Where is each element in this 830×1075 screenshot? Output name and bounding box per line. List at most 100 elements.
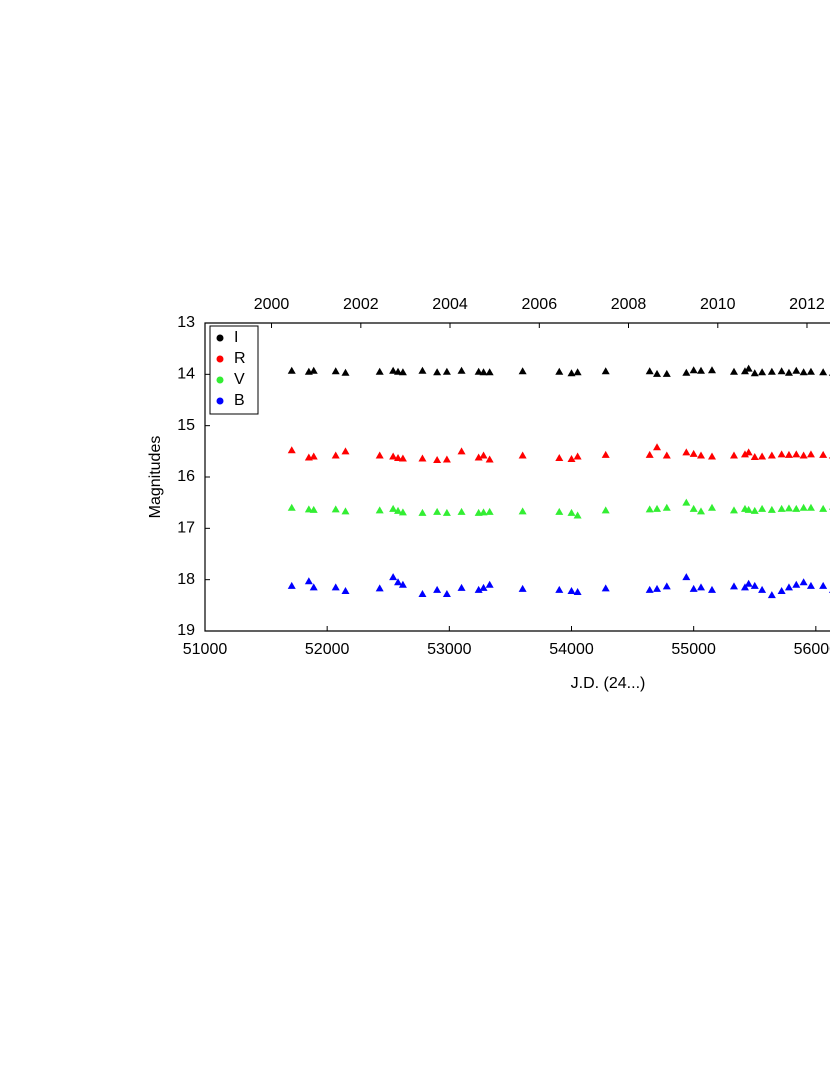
legend-marker [216,355,224,363]
data-point [682,448,691,456]
y-tick-label: 13 [177,314,195,331]
data-point [799,451,808,459]
x2-tick-label: 2006 [522,296,558,313]
data-point [485,455,494,463]
x2-tick-label: 2004 [432,296,468,313]
data-point [758,452,767,460]
data-point [744,448,753,456]
data-point [442,367,451,375]
data-point [485,580,494,588]
data-point [750,452,759,460]
y-tick-label: 15 [177,417,195,434]
data-point [309,366,318,374]
data-point [777,367,786,375]
data-point [784,583,793,591]
data-point [474,453,483,461]
data-point [479,583,488,591]
data-point [601,506,610,514]
data-point [740,367,749,375]
data-point [682,498,691,506]
data-point [518,451,527,459]
data-point [777,450,786,458]
data-point [433,585,442,593]
data-point [433,368,442,376]
data-point [573,587,582,595]
data-point [645,505,654,513]
data-point [287,366,296,374]
data-point [442,590,451,598]
data-point [729,451,738,459]
data-point [819,504,828,512]
data-point [806,450,815,458]
data-point [645,585,654,593]
data-point [696,507,705,515]
data-point [750,369,759,377]
data-point [331,505,340,513]
data-point [740,583,749,591]
data-point [729,582,738,590]
data-point [433,456,442,464]
data-point [309,505,318,513]
data-point [287,581,296,589]
data-point [799,503,808,511]
data-point [518,367,527,375]
data-point [287,446,296,454]
data-point [601,584,610,592]
x-tick-label: 55000 [671,641,716,658]
data-point [744,505,753,513]
data-point [784,368,793,376]
data-point [375,506,384,514]
data-point [784,450,793,458]
data-point [777,504,786,512]
data-point [479,508,488,516]
data-point [389,504,398,512]
data-point [341,368,350,376]
data-point [750,506,759,514]
data-point [375,451,384,459]
data-point [653,369,662,377]
data-point [653,504,662,512]
x-tick-label: 52000 [305,641,350,658]
data-point [398,454,407,462]
data-point [799,368,808,376]
legend-marker [216,376,224,384]
data-point [689,584,698,592]
data-point [331,367,340,375]
x-axis-label: J.D. (24...) [571,675,646,692]
data-point [744,579,753,587]
data-point [767,591,776,599]
data-point [601,450,610,458]
data-point [819,581,828,589]
data-point [792,450,801,458]
legend-marker [216,397,224,405]
data-point [457,447,466,455]
legend-label: B [234,392,245,409]
data-point [662,451,671,459]
data-point [806,367,815,375]
data-point [744,364,753,372]
x2-tick-label: 2002 [343,296,379,313]
x-tick-label: 54000 [549,641,594,658]
data-point [767,451,776,459]
data-point [485,368,494,376]
data-point [389,366,398,374]
data-point [707,452,716,460]
data-point [485,507,494,515]
data-point [518,584,527,592]
data-point [309,452,318,460]
data-point [696,583,705,591]
y-tick-label: 16 [177,468,195,485]
data-point [394,578,403,586]
data-point [418,590,427,598]
data-point [792,366,801,374]
data-point [442,508,451,516]
data-point [662,503,671,511]
data-point [819,450,828,458]
data-point [758,504,767,512]
data-point [341,586,350,594]
data-point [331,451,340,459]
data-point [806,503,815,511]
data-point [792,580,801,588]
data-point [555,585,564,593]
